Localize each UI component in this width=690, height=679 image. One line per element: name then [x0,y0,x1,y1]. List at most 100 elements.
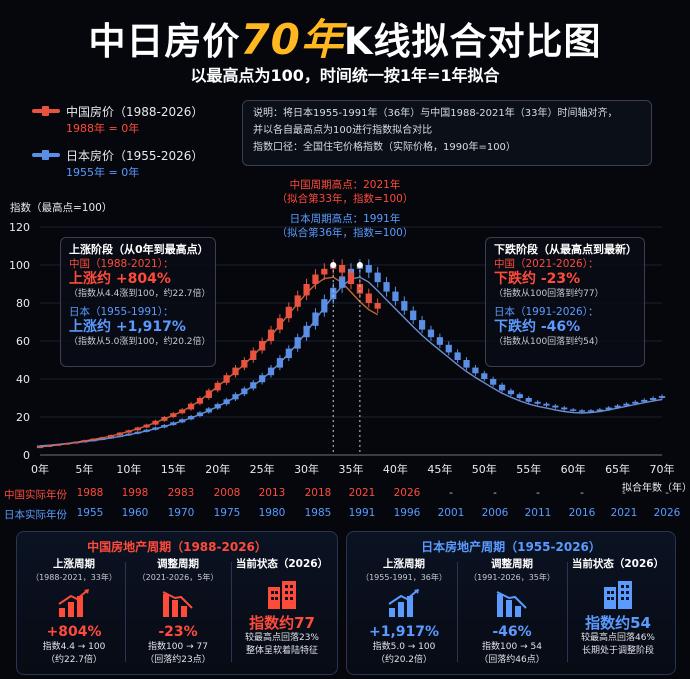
china-rise-pct: +804% [46,624,102,640]
japan-year-value: 1991 [348,507,376,519]
japan-candle [392,286,399,306]
china-year-value: - [493,487,497,499]
x-tick-label: 30年 [294,462,319,476]
japan-candle [179,418,186,424]
china-candle-body [81,440,88,442]
japan-candle-body [250,382,257,389]
china-candle [179,408,186,415]
japan-candle-body [241,388,248,395]
china-adjust-stat: 调整周期 （2021-2026，5年） -23% 指数100 → 77 （回落约… [123,558,233,667]
japan-candle-body [641,399,648,402]
japan-candle-body [658,396,666,398]
japan-now-stat: 当前状态（2026） 指数约54 较最高点回落46% 长期处于调整阶段 [563,558,673,658]
japan-candle-body [392,291,399,302]
candlestick-chart: 0 20 40 60 80 100 120 0年 5年 10年 15年 20年 25年 30年 35年 40… [9,221,675,476]
japan-candle-body [187,416,195,420]
y-tick-label: 0 [23,449,30,462]
china-rise-stat: 上涨周期 （1988-2021，33年） +804% 指数4.4 → 100 （… [19,558,129,667]
japan-candle-body [330,287,337,300]
fall-china-pct: 下跌约 -23% [494,271,581,287]
japan-candle-body [196,412,204,417]
china-candle [196,396,204,406]
japan-candle [481,370,488,382]
japan-candle-body [490,379,497,385]
china-candle-body [347,272,355,284]
japan-adj-title: 调整周期 [491,558,533,570]
japan-adj-d1: 指数100 → 54 [482,642,542,652]
japan-year-value: 1970 [167,507,195,519]
title-suffix: K线拟合对比图 [343,20,602,63]
chart-subtitle: 以最高点为100，时间统一按1年=1年拟合 [190,66,500,85]
japan-candle [161,424,168,429]
china-candle-body [107,435,115,438]
japan-candle-body [161,424,168,428]
china-candle-body [303,284,310,296]
note-line-1: 说明：将日本1955-1991年（36年）与中国1988-2021年（33年）时… [253,108,618,119]
y-tick-label: 100 [9,259,30,272]
japan-candle [205,407,212,414]
y-tick-label: 80 [16,297,30,310]
japan-candle [472,364,479,376]
japan-candle-body [525,398,532,402]
china-candle [241,357,248,371]
china-rise-d1: 指数4.4 → 100 [42,642,106,652]
japan-year-value: 2026 [653,507,681,519]
china-candle-body [321,268,328,275]
china-year-value: 2021 [348,487,376,499]
japan-candle-body [543,403,550,406]
japan-candle-body [214,404,221,409]
japan-candle [490,376,497,387]
china-candle [285,302,292,323]
x-tick-label: 60年 [561,462,586,476]
japan-candle [534,400,541,406]
bar-chart-up-icon [388,589,419,617]
japan-candle [552,404,559,409]
japan-now-title: 当前状态（2026） [571,558,665,570]
japan-adj-sub: （1991-2026，35年） [469,573,555,582]
japan-candle [401,296,408,315]
japan-candle [587,409,595,413]
y-tick-labels: 0 20 40 60 80 100 120 [9,221,30,462]
japan-candle [507,388,515,397]
x-tick-label: 65年 [605,462,630,476]
china-year-value: 2026 [393,487,421,499]
fall-japan-name: 日本（1991-2026）： [494,306,599,318]
china-candle-body [241,360,248,368]
china-year-value: 2013 [258,487,286,499]
fall-china-name: 中国（2021-2026）： [494,258,599,270]
japan-candle [303,321,310,341]
y-tick-label: 40 [16,373,30,386]
building-icon [604,581,632,612]
japan-divider-2 [567,562,568,662]
japan-candle [623,402,630,408]
japan-candle-body [427,329,435,338]
japan-candle-body [498,384,506,391]
japan-candle [561,406,568,411]
china-candle-body [72,441,79,444]
china-year-value: - [665,487,669,499]
china-year-value: - [580,487,584,499]
china-candle [374,298,381,314]
japan-candle [445,341,452,356]
japan-candle-icon [32,150,60,160]
china-candle [187,402,195,411]
japan-candle-body [134,431,141,434]
china-year-value: - [449,487,453,499]
y-axis-label: 指数（最高点=100） [10,202,113,214]
rise-china-pct: 上涨约 +804% [69,271,171,287]
china-peak-line-2: （拟合第33年，指数=100） [276,193,414,205]
china-peak-line-1: 中国周期高点：2021年 [289,179,401,191]
china-candle-body [205,390,212,398]
japan-candle [36,445,44,447]
japan-now-d2: 长期处于调整阶段 [581,646,654,656]
japan-candle [143,428,150,433]
x-tick-label: 40年 [383,462,408,476]
x-axis-label: 拟合年数（年） [622,483,690,494]
china-candle [339,259,346,279]
japan-candle [241,386,248,397]
china-candle-body [125,430,132,433]
japan-candle [605,406,612,411]
japan-cycle-panel: 日本房地产周期（1955-2026） 上涨周期 （1955-1991，36年） … [346,531,676,675]
china-candle-body [259,341,266,351]
japan-candle-body [410,310,417,321]
